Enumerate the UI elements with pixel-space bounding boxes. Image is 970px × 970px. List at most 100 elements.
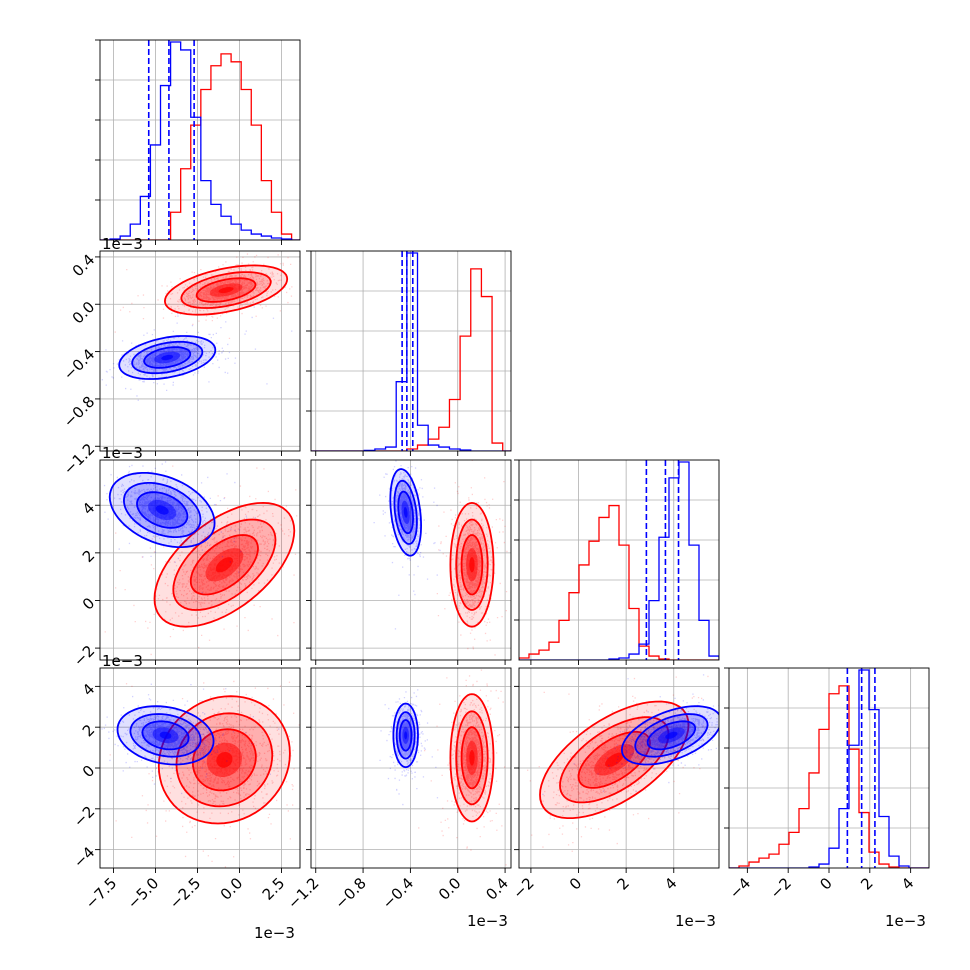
contour-red [460, 534, 484, 596]
density-fill-red [215, 557, 233, 573]
y-tick-label: 2 [79, 546, 98, 565]
contour-blue [634, 713, 709, 758]
pair-panel-4-3 [514, 667, 720, 873]
contour-red [163, 264, 289, 316]
panel-frame [99, 39, 301, 241]
x-tick-label: 4 [661, 874, 680, 893]
x-tick-label: 2 [857, 874, 876, 893]
scatter-points-blue [101, 306, 293, 401]
histogram-series-blue [311, 252, 511, 451]
panel-frame [310, 250, 512, 452]
x-tick-label: 4 [898, 874, 917, 893]
histogram-series-blue [519, 461, 719, 660]
y-tick-label: 2 [79, 721, 98, 740]
pair-panel-4-2 [306, 667, 512, 873]
contour-red [449, 501, 495, 628]
y-tick-label: 4 [79, 680, 98, 699]
contour-red [157, 695, 291, 825]
histogram-series-blue [729, 669, 929, 868]
y-offset-label: 1e−3 [102, 444, 143, 462]
contour-blue [393, 479, 418, 545]
x-tick-label: −4 [726, 874, 754, 902]
contour-blue [143, 346, 192, 369]
panel-frame [310, 459, 512, 661]
contour-blue [389, 468, 423, 557]
x-tick-label: −5.0 [124, 874, 162, 912]
marginal-panel-2 [306, 250, 512, 456]
density-fill-red [605, 752, 624, 767]
contour-blue [108, 472, 216, 548]
contour-blue [118, 335, 217, 380]
y-tick-label: 0 [79, 762, 98, 781]
x-axis-labels-1: −7.5 −5.0 −2.5 0.0 2.51e−3 [82, 874, 295, 942]
pair-panel-2-1: −1.2−0.8−0.40.00.41e−3 [60, 235, 301, 478]
marginal-panel-1 [95, 39, 301, 245]
marginal-panel-3 [514, 459, 720, 665]
contour-blue [395, 711, 416, 760]
density-fill-red [216, 752, 233, 768]
x-tick-label: 0.0 [217, 874, 247, 904]
density-fill-red [218, 287, 234, 294]
contour-blue [646, 720, 697, 751]
density-fill-blue [665, 731, 678, 739]
marginal-panel-4 [724, 667, 930, 873]
x-offset-label: 1e−3 [885, 912, 926, 930]
x-offset-label: 1e−3 [254, 924, 295, 942]
contour-blue [392, 702, 419, 769]
x-tick-label: 0 [566, 874, 585, 893]
panel-frame [99, 250, 301, 452]
contour-blue [397, 490, 415, 535]
histogram-series-red [100, 53, 300, 240]
y-tick-label: −4 [70, 843, 98, 871]
x-tick-label: 0.0 [435, 874, 465, 904]
x-axis-labels-4: −4 −2 0 2 4 1e−3 [726, 874, 926, 930]
density-fill-blue [403, 507, 408, 518]
y-tick-label: 0.4 [69, 251, 99, 281]
contour-red [449, 693, 495, 823]
pair-panel-3-2 [306, 459, 512, 665]
contour-red [455, 518, 489, 611]
contour-red [189, 534, 259, 596]
y-tick-label: −2 [70, 642, 98, 670]
y-tick-label: 4 [79, 499, 98, 518]
histogram-series-red [311, 268, 511, 451]
contour-red [153, 501, 296, 628]
scatter-points-red [114, 251, 300, 339]
y-tick-label: −0.4 [60, 345, 98, 383]
contour-red [180, 271, 272, 309]
contour-blue [620, 705, 719, 766]
x-tick-label: −0.4 [379, 874, 417, 912]
histogram-series-red [519, 504, 719, 660]
scatter-points-blue [101, 683, 280, 808]
x-tick-label: −2.5 [166, 874, 204, 912]
x-tick-label: 0 [816, 874, 835, 893]
contour-blue [398, 719, 413, 752]
y-offset-label: 1e−3 [102, 235, 143, 253]
x-offset-label: 1e−3 [675, 912, 716, 930]
x-axis-labels-3: −2 0 2 4 1e−3 [509, 874, 716, 930]
density-fill-blue [161, 354, 174, 361]
panel-frame [99, 459, 301, 661]
density-fill-blue [159, 731, 172, 739]
pair-panel-3-1: −2 0 2 4 1e−3 [70, 444, 301, 670]
x-tick-label: −2 [767, 874, 795, 902]
density-fill-red [469, 557, 475, 573]
x-tick-label: −0.8 [331, 874, 369, 912]
x-offset-label: 1e−3 [467, 912, 508, 930]
contour-red [195, 277, 257, 303]
y-tick-label: −0.8 [60, 393, 98, 431]
pair-panel-4-1: −4 −2 0 2 41e−3 [70, 652, 301, 873]
x-tick-label: 2 [613, 874, 632, 893]
histogram-series-red [729, 685, 929, 868]
density-fill-red [469, 750, 475, 766]
contour-red [539, 700, 690, 819]
contour-blue [131, 340, 204, 375]
x-tick-label: 0.4 [482, 874, 512, 904]
y-tick-label: 0 [79, 594, 98, 613]
contour-blue [141, 720, 190, 751]
x-tick-label: −1.2 [284, 874, 322, 912]
scatter-points-blue [373, 460, 441, 630]
y-tick-label: 0.0 [69, 298, 99, 328]
